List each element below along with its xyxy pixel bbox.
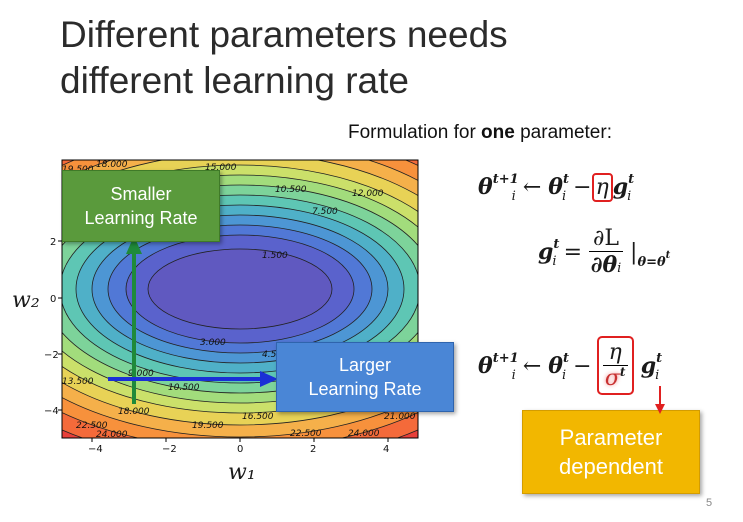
partial-theta: ∂θ <box>590 252 618 278</box>
formulation-prefix: Formulation for <box>348 122 482 143</box>
sigma-denominator: σt <box>603 365 628 391</box>
assign-arrow: ← <box>522 353 542 379</box>
contour-label: 10.500 <box>168 383 200 393</box>
formulation-caption: Formulation for one parameter: <box>348 122 612 144</box>
dependent-line-2: dependent <box>559 454 663 479</box>
sub-i: i <box>511 189 516 204</box>
sup-t: t <box>628 172 635 187</box>
g-symbol: g <box>612 174 629 200</box>
contour-label: 7.500 <box>312 207 338 217</box>
contour-label: 21.000 <box>384 412 416 422</box>
title-line-1: Different parameters needs <box>60 14 508 55</box>
y-tick: 2 <box>50 237 56 248</box>
theta-symbol: θ <box>478 174 493 200</box>
fraction-denominator: ∂θi <box>589 252 623 278</box>
contour-label: 15.000 <box>205 163 237 173</box>
minus-sign: − <box>573 175 592 200</box>
red-pointer-arrow <box>655 386 665 414</box>
smaller-line-2: Learning Rate <box>84 208 198 228</box>
blue-horizontal-arrow <box>108 371 278 387</box>
formulation-suffix: parameter: <box>514 122 612 143</box>
theta-symbol: θ <box>548 352 563 379</box>
theta-symbol: θ <box>478 352 493 379</box>
smaller-line-1: Smaller <box>110 184 172 204</box>
contour-label: 4.5 <box>262 350 277 360</box>
eta-highlight: η <box>591 173 613 202</box>
contour-label: 10.500 <box>275 185 307 195</box>
slide-title: Different parameters needs different lea… <box>60 12 700 104</box>
sub-i: i <box>552 254 557 269</box>
contour-label: 24.000 <box>96 430 128 440</box>
sub-i: i <box>655 367 660 383</box>
contour-label: 18.000 <box>96 160 128 170</box>
sup-t-plus-1: t+1 <box>492 172 519 187</box>
larger-line-1: Larger <box>338 355 392 375</box>
sub-i: i <box>617 261 622 276</box>
y-tick: −4 <box>44 406 59 417</box>
equals-sign: = <box>563 239 583 265</box>
sup-t-plus-1: t+1 <box>492 350 519 366</box>
contour-label-group: 19.500 18.000 15.000 12.000 10.500 7.500… <box>62 160 416 440</box>
sup-t: t <box>665 249 671 261</box>
dependent-line-1: Parameter <box>559 425 663 450</box>
sigma-symbol: σ <box>604 366 620 391</box>
x-tick: 2 <box>310 444 316 455</box>
contour-label: 3.000 <box>200 338 226 348</box>
y-tick: −2 <box>44 350 59 361</box>
y-tick: 0 <box>50 294 56 305</box>
adaptive-update-equation: θt+1i ← θti − η σt gti <box>478 336 663 395</box>
sub-i: i <box>561 189 567 204</box>
contour-label: 22.500 <box>290 429 322 439</box>
update-rule-equation: θt+1i ← θti − η gti <box>478 172 635 204</box>
sup-t: t <box>619 365 626 379</box>
sup-t: t <box>553 237 560 252</box>
evaluation-subscript: θ=θ <box>637 254 666 270</box>
contour-label: 24.000 <box>348 429 380 439</box>
larger-learning-rate-box: Larger Learning Rate <box>276 342 454 412</box>
evaluation-bar: | <box>630 239 638 265</box>
fraction-numerator: ∂L <box>589 226 624 252</box>
sup-t: t <box>562 350 569 366</box>
learning-rate-fraction-highlight: η σt <box>596 336 634 395</box>
larger-line-2: Learning Rate <box>308 379 422 399</box>
minus-sign: − <box>573 353 592 379</box>
x-tick: 4 <box>383 444 389 455</box>
tick-marks <box>58 240 389 442</box>
x-axis-label: w₁ <box>228 460 256 485</box>
contour-lines <box>62 160 418 438</box>
contour-label: 16.500 <box>242 412 274 422</box>
sub-i: i <box>561 367 567 383</box>
x-tick: 0 <box>237 444 243 455</box>
contour-label: 18.000 <box>118 407 150 417</box>
eta-symbol: η <box>602 340 628 366</box>
contour-label: 12.000 <box>352 189 384 199</box>
y-axis-label: w₂ <box>12 288 40 313</box>
theta-symbol: θ <box>548 174 563 200</box>
title-line-2: different learning rate <box>60 60 409 101</box>
sup-t: t <box>656 350 663 366</box>
assign-arrow: ← <box>522 175 542 200</box>
sub-i: i <box>627 189 632 204</box>
gradient-equation: gti = ∂L ∂θi |θ=θt <box>538 226 670 278</box>
g-symbol: g <box>538 239 554 265</box>
tick-labels: −4 −2 0 2 4 2 0 −2 −4 <box>44 237 389 455</box>
contour-label: 9.000 <box>128 369 154 379</box>
formulation-bold: one <box>481 122 515 143</box>
page-number: 5 <box>706 497 713 509</box>
x-tick: −4 <box>88 444 103 455</box>
contour-label: 22.500 <box>76 421 108 431</box>
x-tick: −2 <box>162 444 177 455</box>
contour-label: 19.500 <box>192 421 224 431</box>
parameter-dependent-box: Parameter dependent <box>522 410 700 494</box>
contour-label: 1.500 <box>262 251 288 261</box>
sup-t: t <box>562 172 569 187</box>
smaller-learning-rate-box: Smaller Learning Rate <box>62 170 220 242</box>
contour-label: 13.500 <box>62 377 94 387</box>
g-symbol: g <box>640 352 657 379</box>
sub-i: i <box>511 367 516 383</box>
